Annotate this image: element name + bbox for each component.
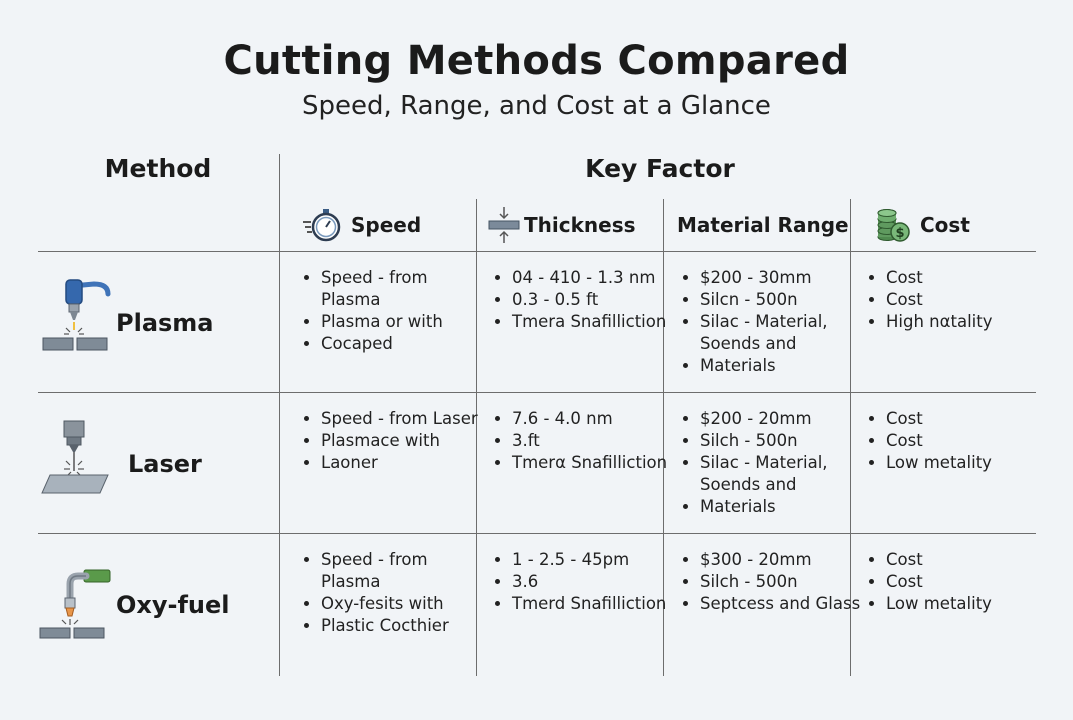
cost-cell-laser: Cost Cost Low metality bbox=[864, 408, 1056, 474]
list-item: 3.ft bbox=[512, 430, 682, 452]
material-cell-laser: $200 - 20mm Silch - 500n Silac - Materia… bbox=[678, 408, 870, 518]
method-cell-laser: Laser bbox=[38, 393, 278, 534]
list-item: Tmerα Snafilliction bbox=[512, 452, 682, 474]
method-column-divider bbox=[279, 154, 280, 676]
cost-cell-oxy-fuel: Cost Cost Low metality bbox=[864, 549, 1056, 615]
plasma-torch-icon bbox=[42, 279, 111, 351]
page-title: Cutting Methods Compared bbox=[223, 38, 850, 84]
list-item: $300 - 20mm bbox=[700, 549, 870, 571]
row-divider bbox=[38, 533, 1036, 534]
cost-column-header: $ Cost bbox=[876, 199, 970, 251]
speed-column-header: Speed bbox=[303, 199, 421, 251]
speed-cell-plasma: Speed - from Plasma Plasma or with Cocap… bbox=[299, 267, 491, 355]
list-item: 1 - 2.5 - 45pm bbox=[512, 549, 682, 571]
thickness-column-header: Thickness bbox=[488, 199, 636, 251]
method-name-oxy-fuel: Oxy-fuel bbox=[116, 591, 230, 619]
method-name-laser: Laser bbox=[128, 450, 202, 478]
list-item: Cost bbox=[886, 289, 1056, 311]
list-item: Low metality bbox=[886, 452, 1056, 474]
list-item: Plastic Cocthier bbox=[321, 615, 491, 637]
svg-text:$: $ bbox=[895, 226, 904, 241]
coins-icon: $ bbox=[877, 209, 910, 242]
list-item: Oxy-fesits with bbox=[321, 593, 491, 615]
list-item: Plasmace with bbox=[321, 430, 491, 452]
column-divider bbox=[476, 199, 477, 676]
thickness-cell-plasma: 04 - 410 - 1.3 nm 0.3 - 0.5 ft Tmera Sna… bbox=[490, 267, 682, 333]
header-divider bbox=[38, 251, 1036, 252]
stopwatch-icon bbox=[303, 209, 341, 242]
oxy-fuel-torch-icon bbox=[39, 569, 111, 639]
list-item: Cocaped bbox=[321, 333, 491, 355]
list-item: Speed - from Plasma bbox=[321, 549, 491, 593]
list-item: 04 - 410 - 1.3 nm bbox=[512, 267, 682, 289]
list-item: Silac - Material, Soends and bbox=[700, 311, 870, 355]
list-item: Silch - 500n bbox=[700, 571, 870, 593]
method-header: Method bbox=[104, 154, 212, 183]
row-divider bbox=[38, 392, 1036, 393]
list-item: Cost bbox=[886, 430, 1056, 452]
thickness-header-label: Thickness bbox=[524, 213, 636, 237]
list-item: Septcess and Glass bbox=[700, 593, 870, 615]
material-cell-oxy-fuel: $300 - 20mm Silch - 500n Septcess and Gl… bbox=[678, 549, 870, 615]
list-item: $200 - 20mm bbox=[700, 408, 870, 430]
speed-header-label: Speed bbox=[351, 213, 422, 237]
list-item: Materials bbox=[700, 355, 870, 377]
list-item: Cost bbox=[886, 267, 1056, 289]
cost-cell-plasma: Cost Cost High nαtality bbox=[864, 267, 1056, 333]
list-item: Low metality bbox=[886, 593, 1056, 615]
list-item: Silcn - 500n bbox=[700, 289, 870, 311]
list-item: Tmera Snafilliction bbox=[512, 311, 682, 333]
list-item: Materials bbox=[700, 496, 870, 518]
method-name-plasma: Plasma bbox=[116, 309, 214, 337]
list-item: Speed - from Plasma bbox=[321, 267, 491, 311]
list-item: Plasma or with bbox=[321, 311, 491, 333]
material-cell-plasma: $200 - 30mm Silcn - 500n Silac - Materia… bbox=[678, 267, 870, 377]
method-cell-oxy-fuel: Oxy-fuel bbox=[38, 534, 278, 675]
speed-cell-oxy-fuel: Speed - from Plasma Oxy-fesits with Plas… bbox=[299, 549, 491, 637]
material-range-header-label: Material Range bbox=[677, 213, 849, 237]
list-item: Silch - 500n bbox=[700, 430, 870, 452]
thickness-gauge-icon bbox=[488, 207, 520, 243]
page-subtitle: Speed, Range, and Cost at a Glance bbox=[302, 91, 771, 121]
list-item: Cost bbox=[886, 571, 1056, 593]
thickness-cell-oxy-fuel: 1 - 2.5 - 45pm 3.6 Tmerd Snafilliction bbox=[490, 549, 682, 615]
list-item: Cost bbox=[886, 408, 1056, 430]
list-item: $200 - 30mm bbox=[700, 267, 870, 289]
column-divider bbox=[850, 199, 851, 676]
laser-head-icon bbox=[41, 420, 109, 494]
method-cell-plasma: Plasma bbox=[38, 252, 278, 393]
list-item: Laoner bbox=[321, 452, 491, 474]
column-divider bbox=[663, 199, 664, 676]
key-factor-header: Key Factor bbox=[585, 154, 735, 183]
speed-cell-laser: Speed - from Laser Plasmace with Laoner bbox=[299, 408, 491, 474]
list-item: High nαtality bbox=[886, 311, 1056, 333]
list-item: Tmerd Snafilliction bbox=[512, 593, 682, 615]
material-range-column-header: Material Range bbox=[677, 199, 849, 251]
thickness-cell-laser: 7.6 - 4.0 nm 3.ft Tmerα Snafilliction bbox=[490, 408, 682, 474]
list-item: Speed - from Laser bbox=[321, 408, 491, 430]
list-item: 7.6 - 4.0 nm bbox=[512, 408, 682, 430]
list-item: Silac - Material, Soends and bbox=[700, 452, 870, 496]
list-item: 0.3 - 0.5 ft bbox=[512, 289, 682, 311]
list-item: 3.6 bbox=[512, 571, 682, 593]
cost-header-label: Cost bbox=[920, 213, 970, 237]
list-item: Cost bbox=[886, 549, 1056, 571]
